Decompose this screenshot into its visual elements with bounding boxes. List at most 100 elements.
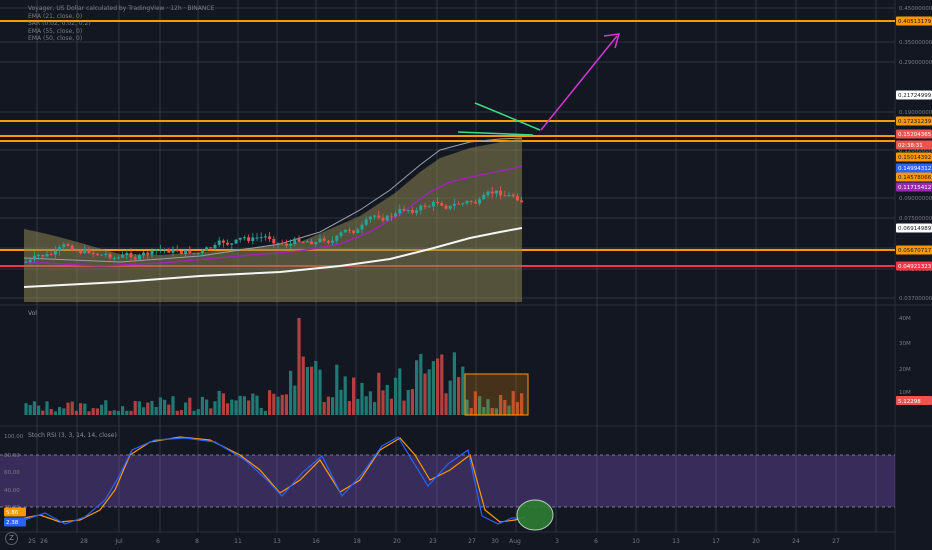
candle-body[interactable] — [247, 237, 251, 241]
volume-bar[interactable] — [234, 400, 238, 415]
candle-body[interactable] — [58, 247, 62, 251]
volume-bar[interactable] — [507, 405, 511, 415]
ema-21-line[interactable] — [23, 137, 523, 263]
volume-bar[interactable] — [423, 373, 427, 415]
candle-body[interactable] — [448, 205, 452, 209]
candle-body[interactable] — [406, 209, 410, 211]
stoch-highlight-circle[interactable] — [516, 499, 554, 531]
candle-body[interactable] — [364, 219, 368, 225]
volume-bar[interactable] — [66, 402, 70, 415]
volume-bar[interactable] — [272, 393, 276, 415]
volume-bar[interactable] — [154, 407, 158, 415]
candle-body[interactable] — [217, 240, 221, 245]
candle-body[interactable] — [163, 249, 167, 251]
stoch-k-line[interactable] — [23, 436, 525, 525]
volume-bar[interactable] — [339, 389, 343, 415]
volume-bar[interactable] — [70, 401, 74, 415]
candle-body[interactable] — [32, 255, 36, 260]
volume-bar[interactable] — [24, 403, 28, 415]
volume-bar[interactable] — [129, 410, 133, 415]
volume-bar[interactable] — [478, 396, 482, 415]
volume-bar[interactable] — [188, 397, 192, 415]
candle-body[interactable] — [297, 238, 301, 242]
candle-body[interactable] — [394, 213, 398, 217]
candle-body[interactable] — [457, 203, 461, 205]
candle-body[interactable] — [486, 191, 490, 196]
candle-body[interactable] — [79, 250, 83, 254]
volume-bar[interactable] — [247, 400, 251, 415]
candle-body[interactable] — [381, 217, 385, 221]
candle-body[interactable] — [45, 254, 49, 257]
candle-body[interactable] — [360, 224, 364, 230]
indicator-ema-50[interactable]: EMA (50, close, 0) — [28, 35, 83, 43]
volume-bar[interactable] — [192, 410, 196, 415]
candle-body[interactable] — [142, 252, 146, 256]
candle-body[interactable] — [482, 195, 486, 200]
candle-body[interactable] — [284, 243, 288, 246]
volume-bar[interactable] — [494, 408, 498, 415]
candle-body[interactable] — [154, 249, 158, 251]
candle-body[interactable] — [515, 196, 519, 201]
volume-bar[interactable] — [213, 401, 217, 415]
candle-body[interactable] — [499, 190, 503, 196]
volume-bar[interactable] — [28, 405, 32, 415]
candle-body[interactable] — [251, 237, 255, 241]
volume-bar[interactable] — [255, 395, 259, 415]
candle-body[interactable] — [507, 194, 511, 197]
candle-body[interactable] — [53, 250, 57, 255]
candle-body[interactable] — [37, 255, 41, 257]
volume-pane-label[interactable]: Vol — [28, 310, 37, 317]
candle-body[interactable] — [402, 208, 406, 211]
candle-body[interactable] — [347, 229, 351, 231]
candle-body[interactable] — [196, 253, 200, 255]
candle-body[interactable] — [230, 243, 234, 245]
volume-bar[interactable] — [108, 410, 112, 415]
volume-bar[interactable] — [158, 397, 162, 415]
candle-body[interactable] — [511, 194, 515, 197]
ema-55-line[interactable] — [23, 165, 523, 267]
candle-body[interactable] — [356, 229, 360, 234]
candle-body[interactable] — [158, 249, 162, 251]
volume-bar[interactable] — [221, 393, 225, 415]
candle-body[interactable] — [503, 195, 507, 197]
candle-body[interactable] — [171, 249, 175, 253]
volume-bar[interactable] — [515, 402, 519, 415]
volume-bar[interactable] — [112, 410, 116, 415]
volume-bar[interactable] — [91, 408, 95, 415]
volume-bar[interactable] — [305, 367, 309, 415]
volume-bar[interactable] — [196, 408, 200, 415]
volume-bar[interactable] — [310, 366, 314, 415]
volume-bar[interactable] — [406, 390, 410, 415]
volume-bar[interactable] — [452, 352, 456, 415]
candle-body[interactable] — [461, 203, 465, 205]
candle-body[interactable] — [184, 250, 188, 255]
candle-body[interactable] — [213, 244, 217, 249]
candle-body[interactable] — [436, 202, 440, 204]
candle-body[interactable] — [427, 206, 431, 208]
candle-body[interactable] — [415, 210, 419, 213]
volume-bar[interactable] — [486, 399, 490, 415]
volume-bar[interactable] — [368, 391, 372, 415]
volume-bar[interactable] — [343, 376, 347, 415]
candle-body[interactable] — [289, 243, 293, 246]
volume-bar[interactable] — [398, 368, 402, 415]
candle-body[interactable] — [490, 191, 494, 194]
volume-bar[interactable] — [280, 394, 284, 415]
volume-bar[interactable] — [268, 390, 272, 415]
candle-body[interactable] — [520, 200, 524, 203]
candle-body[interactable] — [108, 253, 112, 258]
candle-body[interactable] — [494, 190, 498, 194]
volume-bar[interactable] — [217, 390, 221, 415]
volume-highlight-box[interactable] — [464, 373, 529, 416]
candle-body[interactable] — [116, 257, 120, 259]
volume-bar[interactable] — [137, 401, 141, 415]
candle-body[interactable] — [226, 242, 230, 245]
volume-bar[interactable] — [381, 390, 385, 415]
triangle-lower-trendline[interactable] — [457, 131, 534, 136]
volume-bar[interactable] — [79, 403, 83, 415]
volume-bar[interactable] — [326, 396, 330, 415]
candle-body[interactable] — [137, 255, 141, 260]
candle-body[interactable] — [444, 205, 448, 209]
candle-body[interactable] — [100, 254, 104, 256]
